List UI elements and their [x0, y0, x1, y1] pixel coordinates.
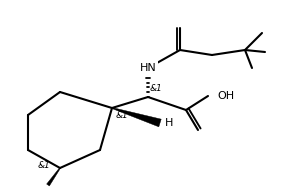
- Text: OH: OH: [217, 91, 234, 101]
- Polygon shape: [47, 168, 60, 186]
- Text: &1: &1: [116, 111, 129, 120]
- Polygon shape: [112, 108, 161, 127]
- Text: H: H: [165, 118, 173, 128]
- Text: HN: HN: [140, 63, 156, 73]
- Text: &1: &1: [38, 161, 51, 170]
- Text: &1: &1: [150, 84, 163, 93]
